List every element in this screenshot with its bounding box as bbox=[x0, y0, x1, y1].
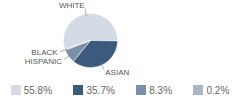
svg-text:ASIAN: ASIAN bbox=[105, 68, 129, 77]
svg-text:HISPANIC: HISPANIC bbox=[25, 57, 62, 66]
svg-text:BLACK: BLACK bbox=[31, 48, 58, 57]
html-text:35.7%: 35.7% bbox=[86, 84, 115, 96]
html-text:0.2%: 0.2% bbox=[206, 84, 230, 96]
html-text:55.8%: 55.8% bbox=[23, 84, 53, 96]
html-text:8.3%: 8.3% bbox=[149, 84, 173, 96]
svg-text:WHITE: WHITE bbox=[59, 1, 85, 10]
